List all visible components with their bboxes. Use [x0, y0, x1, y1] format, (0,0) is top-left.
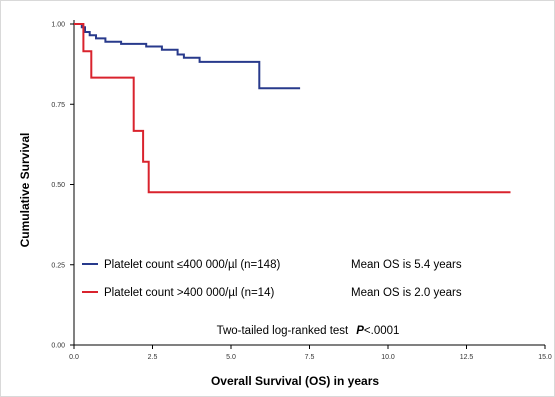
x-tick-label: 5.0	[226, 354, 236, 361]
logrank-annotation-p: P	[356, 325, 364, 337]
y-tick-label: 0.50	[51, 182, 65, 189]
survival-curve-1	[74, 23, 301, 90]
legend-mean-1: Mean OS is 5.4 years	[351, 259, 462, 271]
x-tick-label: 15.0	[538, 354, 552, 361]
y-tick-label: 0.00	[51, 343, 65, 350]
logrank-annotation-value: <.0001	[364, 325, 400, 337]
x-tick-label: 7.5	[305, 354, 315, 361]
x-tick-label: 0.0	[69, 354, 79, 361]
y-tick-label: 1.00	[51, 22, 65, 29]
x-tick-label: 12.5	[460, 354, 474, 361]
legend-label-2: Platelet count >400 000/µl (n=14)	[104, 287, 274, 299]
survival-curve-2	[74, 23, 511, 194]
logrank-annotation: Two-tailed log-ranked test P<.0001	[217, 325, 400, 337]
x-axis-title: Overall Survival (OS) in years	[211, 374, 379, 388]
legend-label-1: Platelet count ≤400 000/µl (n=148)	[104, 259, 280, 271]
legend-mean-2: Mean OS is 2.0 years	[351, 287, 462, 299]
survival-curves	[74, 23, 511, 194]
y-axis-title: Cumulative Survival	[18, 133, 32, 248]
y-tick-label: 0.25	[51, 262, 65, 269]
y-tick-label: 0.75	[51, 102, 65, 109]
x-tick-label: 10.0	[381, 354, 395, 361]
x-tick-label: 2.5	[148, 354, 158, 361]
legend: Platelet count ≤400 000/µl (n=148) Mean O…	[82, 259, 462, 299]
axes-group: 0.0 2.5 5.0 7.5 10.0 12.5 15.0 0.00 0.25 0.50 0.75…	[51, 20, 552, 361]
logrank-annotation-text: Two-tailed log-ranked test	[217, 325, 349, 337]
